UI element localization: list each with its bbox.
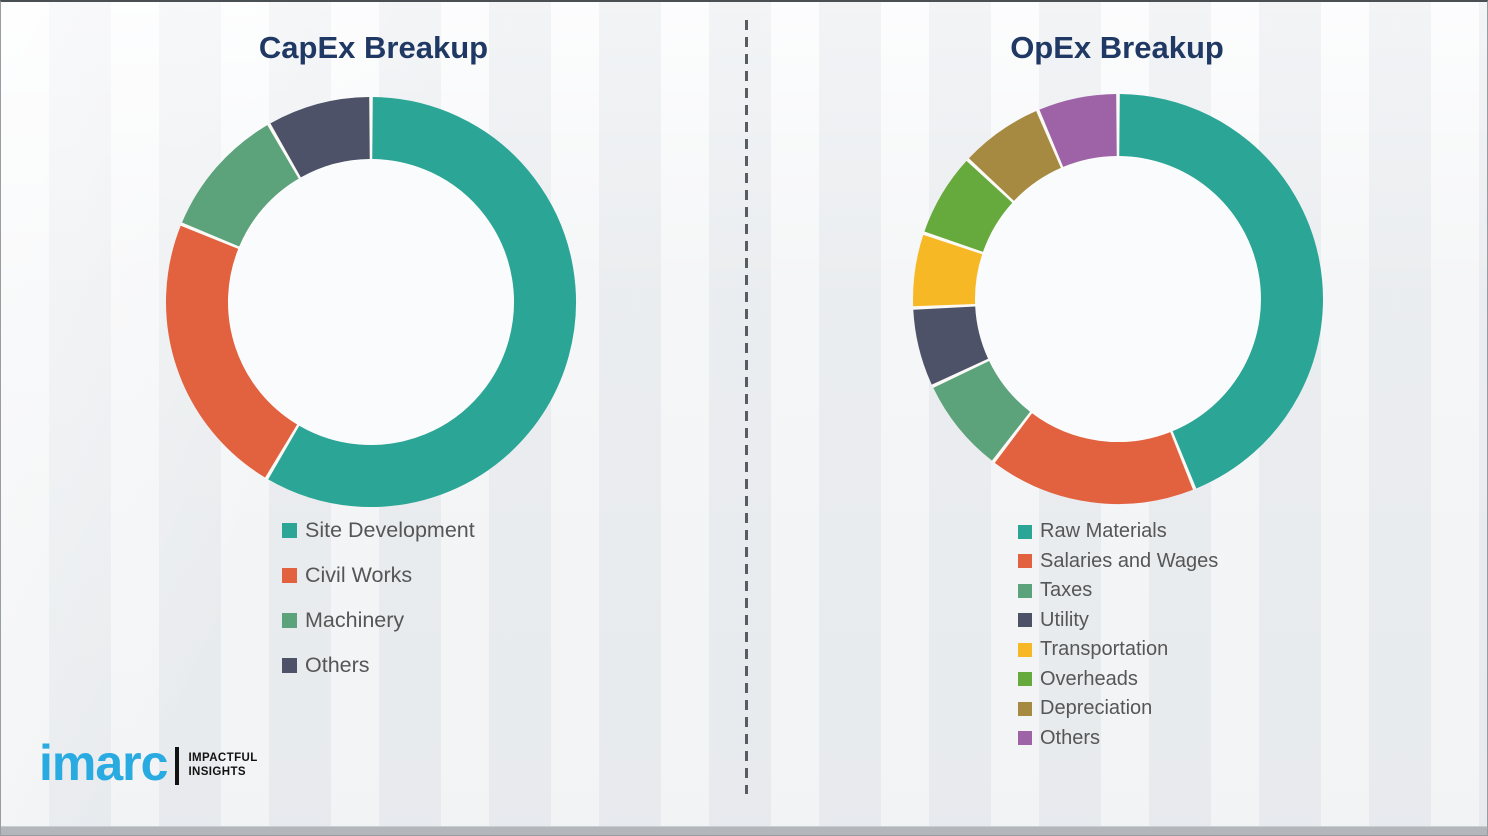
legend-item-depreciation: Depreciation xyxy=(1018,697,1218,720)
legend-item-overheads: Overheads xyxy=(1018,668,1218,691)
legend-swatch xyxy=(282,658,297,673)
legend-label: Depreciation xyxy=(1040,697,1153,719)
legend-swatch xyxy=(1018,731,1032,745)
donut-segment-machinery xyxy=(182,125,300,248)
legend-item-salaries-and-wages: Salaries and Wages xyxy=(1018,550,1218,573)
legend-label: Utility xyxy=(1040,608,1089,631)
donut-segment-transportation xyxy=(913,234,983,307)
logo-divider-bar xyxy=(175,747,180,785)
logo-tagline: IMPACTFUL INSIGHTS xyxy=(188,752,257,780)
legend-item-transportation: Transportation xyxy=(1018,638,1218,661)
donut-segment-others xyxy=(1039,94,1118,168)
donut-segment-utility xyxy=(913,305,989,385)
legend-swatch xyxy=(1018,642,1032,657)
donut-hole xyxy=(229,160,513,444)
logo-tagline-line1: IMPACTFUL xyxy=(188,752,258,765)
legend-item-utility: Utility xyxy=(1018,609,1218,632)
opex-donut-chart xyxy=(913,94,1323,504)
legend-label: Others xyxy=(1040,726,1101,749)
legend-label: Site Development xyxy=(305,518,475,542)
legend-item-civil-works: Civil Works xyxy=(282,563,475,588)
legend-swatch xyxy=(282,523,297,538)
legend-swatch xyxy=(1018,583,1032,598)
legend-label: Civil Works xyxy=(305,563,413,587)
legend-label: Others xyxy=(305,653,370,677)
legend-label: Overheads xyxy=(1040,667,1138,690)
legend-label: Transportation xyxy=(1040,638,1169,660)
legend-swatch xyxy=(1018,672,1032,686)
donut-segment-depreciation xyxy=(968,111,1062,202)
donut-segment-taxes xyxy=(933,360,1031,461)
bottom-edge-bar xyxy=(1,826,1487,835)
opex-panel: OpEx Breakup Raw Materials Salaries and W… xyxy=(746,2,1487,835)
legend-label: Machinery xyxy=(305,608,405,632)
opex-chart-title: OpEx Breakup xyxy=(1010,30,1224,65)
donut-segment-salaries-and-wages xyxy=(994,412,1193,504)
donut-segment-raw-materials xyxy=(1118,94,1323,489)
legend-swatch xyxy=(282,613,297,628)
imarc-logo-wordmark: imarc xyxy=(39,735,168,791)
donut-segment-overheads xyxy=(924,160,1013,253)
legend-swatch xyxy=(282,568,297,583)
logo-tagline-line2: INSIGHTS xyxy=(188,766,246,778)
legend-item-site-development: Site Development xyxy=(282,518,475,543)
legend-item-machinery: Machinery xyxy=(282,608,475,633)
capex-panel: CapEx Breakup Site Development Civil Work… xyxy=(1,2,746,835)
legend-swatch xyxy=(1018,613,1032,627)
capex-chart-title: CapEx Breakup xyxy=(258,30,489,65)
legend-swatch xyxy=(1018,554,1032,568)
donut-segment-civil-works xyxy=(166,225,298,478)
capex-legend: Site Development Civil Works Machinery Othe… xyxy=(282,518,475,698)
legend-item-others: Others xyxy=(1018,727,1218,750)
legend-swatch xyxy=(1018,524,1032,539)
legend-item-others: Others xyxy=(282,653,475,678)
imarc-logo: imarc IMPACTFUL INSIGHTS xyxy=(39,738,258,788)
donut-segment-others xyxy=(270,97,371,178)
legend-item-raw-materials: Raw Materials xyxy=(1018,520,1218,543)
donut-hole xyxy=(976,157,1260,441)
donut-segment-site-development xyxy=(268,97,576,507)
legend-swatch xyxy=(1018,701,1032,716)
opex-legend: Raw Materials Salaries and Wages Taxes Util… xyxy=(1018,520,1218,756)
legend-item-taxes: Taxes xyxy=(1018,579,1218,602)
capex-donut-chart xyxy=(166,97,576,507)
legend-label: Raw Materials xyxy=(1040,520,1167,542)
legend-label: Salaries and Wages xyxy=(1040,549,1219,572)
dashed-divider xyxy=(745,20,748,794)
legend-label: Taxes xyxy=(1040,579,1093,601)
